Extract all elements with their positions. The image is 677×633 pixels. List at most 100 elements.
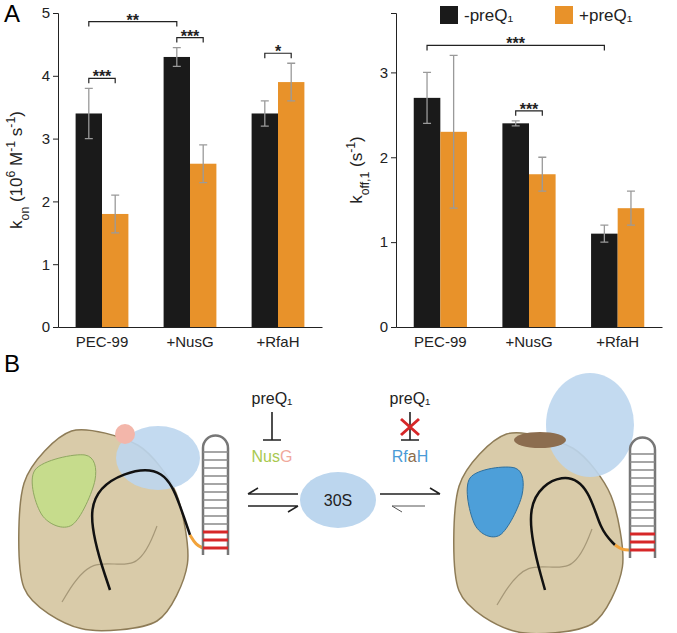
label: 30S xyxy=(324,492,352,509)
tick-label: +RfaH xyxy=(596,333,639,350)
cross xyxy=(401,419,419,435)
tick-mark xyxy=(53,201,58,202)
base-pair xyxy=(630,485,655,487)
tick-mark xyxy=(391,242,396,243)
rfah-ntd xyxy=(467,467,523,537)
error-bar xyxy=(450,55,458,208)
base-pair xyxy=(203,459,228,461)
error-bar xyxy=(261,101,269,126)
significance-label: *** xyxy=(520,101,539,118)
bar xyxy=(414,98,441,327)
tick: +RfaH xyxy=(596,327,639,350)
text-part: ) xyxy=(7,111,26,117)
base-pair xyxy=(630,509,655,511)
tick: 0 xyxy=(380,318,396,335)
bar xyxy=(591,234,618,327)
base-pair xyxy=(630,517,655,519)
tick: 1 xyxy=(42,256,58,273)
axis-line xyxy=(397,327,663,328)
tick-label: +RfaH xyxy=(257,333,300,350)
error-bar xyxy=(173,48,181,67)
base-pair xyxy=(630,453,655,455)
axis-title: kon (106 M-1 s-1) xyxy=(4,111,32,229)
figure: AB012345PEC-99+NusG+RfaHkon (106 M-1 s-1… xyxy=(0,0,677,633)
tick: 2 xyxy=(42,193,58,210)
tick: 0 xyxy=(42,318,58,335)
base-pair xyxy=(203,547,228,550)
base-pair xyxy=(203,515,228,517)
tick-label: +NusG xyxy=(505,333,552,350)
base-pair xyxy=(203,451,228,453)
hairpin xyxy=(630,438,655,559)
text-part: M xyxy=(7,152,26,171)
tick-label: 0 xyxy=(380,318,388,335)
error-bar xyxy=(538,157,546,191)
legend-label: +preQ₁ xyxy=(579,6,633,25)
tick-label: 2 xyxy=(380,149,388,166)
label: NusG xyxy=(252,448,293,465)
rna xyxy=(92,470,190,590)
bar xyxy=(76,113,102,327)
legend-swatch xyxy=(440,6,458,24)
base-pair xyxy=(630,525,655,527)
axis-line xyxy=(59,327,323,328)
text-part: -1 xyxy=(4,141,18,152)
base-pair xyxy=(203,499,228,501)
base-pair xyxy=(203,539,228,542)
tick-label: 0 xyxy=(42,318,50,335)
base-pair xyxy=(630,501,655,503)
y-axis: 0 1 2 3 xyxy=(380,14,397,336)
hairpin xyxy=(203,436,228,556)
significance-label: *** xyxy=(93,68,112,85)
arrow xyxy=(380,488,440,494)
tick-label: 3 xyxy=(42,130,50,147)
significance-label: ** xyxy=(127,12,140,29)
error-bar xyxy=(111,195,119,233)
significance-label: *** xyxy=(506,35,525,52)
rna xyxy=(531,478,615,590)
text-part: H xyxy=(417,448,429,465)
significance-label: * xyxy=(275,43,282,60)
base-pair xyxy=(630,461,655,463)
axis-line xyxy=(391,14,397,328)
legend-label: -preQ₁ xyxy=(464,6,513,25)
text-part: (10 xyxy=(7,177,26,206)
tick-label: PEC-99 xyxy=(414,333,467,350)
ribosome-30s xyxy=(546,373,634,477)
bar xyxy=(502,123,529,327)
base-pair xyxy=(203,523,228,525)
text-part: a xyxy=(408,448,417,465)
bar xyxy=(252,113,278,327)
tick: PEC-99 xyxy=(414,327,467,350)
base-pair xyxy=(630,469,655,471)
bar xyxy=(618,208,645,327)
text-part: Nus xyxy=(252,448,280,465)
chart: 012345PEC-99+NusG+RfaHkon (106 M-1 s-1)*… xyxy=(4,4,323,349)
text-part: -1 xyxy=(4,117,18,128)
tick-label: 3 xyxy=(380,64,388,81)
rfah-ctd xyxy=(514,432,566,448)
arrow xyxy=(248,488,298,494)
base-pair xyxy=(630,493,655,495)
base-pair xyxy=(630,541,655,544)
arrow xyxy=(248,506,298,512)
base-pair xyxy=(203,475,228,477)
rna-sd xyxy=(190,535,203,548)
bar xyxy=(164,57,190,327)
base-pair xyxy=(203,483,228,485)
rnap-detail xyxy=(62,526,157,602)
plot-area xyxy=(414,55,645,327)
base-pair xyxy=(630,533,655,536)
nusg-ntd xyxy=(32,455,96,527)
tick-mark xyxy=(391,327,396,328)
tick: 1 xyxy=(380,233,396,250)
nusg-ctd xyxy=(115,424,135,444)
error-bar xyxy=(85,88,93,138)
tick-label: 5 xyxy=(42,4,50,21)
tick-mark xyxy=(53,139,58,140)
axis-title: koff,1 (s-1) xyxy=(344,136,372,204)
tick-label: 1 xyxy=(42,256,50,273)
base-pair xyxy=(203,491,228,493)
ribosome-30s xyxy=(300,472,376,528)
error-bar xyxy=(423,72,431,123)
